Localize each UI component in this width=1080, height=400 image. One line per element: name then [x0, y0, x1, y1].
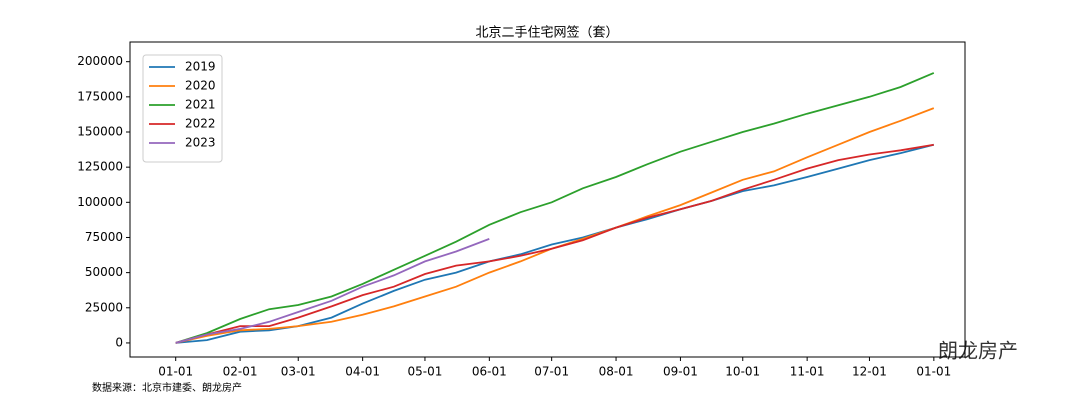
y-tick-label: 175000: [77, 89, 123, 103]
y-tick-label: 150000: [77, 125, 123, 139]
y-tick-label: 50000: [85, 265, 123, 279]
legend-label: 2021: [185, 98, 216, 112]
legend-label: 2023: [185, 136, 216, 150]
source-note: 数据来源：北京市建委、朗龙房产: [92, 381, 242, 394]
plot-frame: [129, 41, 966, 358]
y-tick-label: 100000: [77, 195, 123, 209]
x-tick-label: 01-01: [916, 365, 951, 379]
y-tick-label: 75000: [85, 230, 123, 244]
y-tick-label: 200000: [77, 54, 123, 68]
legend-box: [142, 54, 223, 163]
x-tick-label: 10-01: [725, 365, 760, 379]
x-tick-label: 09-01: [663, 365, 698, 379]
y-tick-label: 0: [115, 335, 123, 349]
y-tick-label: 125000: [77, 160, 123, 174]
x-tick-label: 01-01: [158, 365, 193, 379]
series-line: [175, 143, 934, 344]
x-tick-label: 02-01: [223, 365, 258, 379]
x-tick-label: 11-01: [790, 365, 825, 379]
x-tick-label: 12-01: [852, 365, 887, 379]
chart-title: 北京二手住宅网签（套）: [475, 25, 618, 41]
x-tick-label: 07-01: [534, 365, 569, 379]
series-line: [175, 238, 490, 344]
series-line: [175, 107, 935, 344]
watermark: 朗龙房产: [938, 339, 1018, 363]
x-tick-label: 04-01: [345, 365, 380, 379]
series-line: [175, 143, 935, 344]
x-tick-label: 05-01: [408, 365, 443, 379]
x-tick-label: 08-01: [599, 365, 634, 379]
legend-label: 2020: [185, 79, 216, 93]
legend-label: 2019: [185, 60, 216, 74]
series-line: [175, 72, 935, 344]
y-tick-label: 25000: [85, 300, 123, 314]
x-tick-label: 03-01: [281, 365, 316, 379]
legend-label: 2022: [185, 117, 216, 131]
x-tick-label: 06-01: [472, 365, 507, 379]
